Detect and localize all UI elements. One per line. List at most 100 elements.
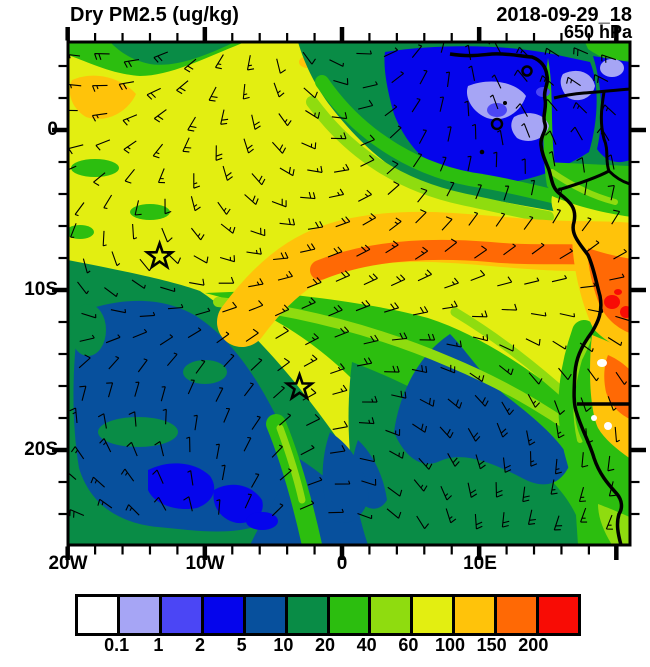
colorbar-label: 20: [314, 635, 336, 655]
wind-barb: [467, 155, 472, 172]
wind-barb: [601, 104, 616, 116]
wind-barb: [384, 365, 400, 373]
wind-barb: [528, 372, 543, 385]
colorbar-cell: [158, 597, 201, 633]
wind-barb: [497, 276, 513, 287]
colorbar-cell: [494, 597, 537, 633]
wind-barb: [162, 408, 167, 425]
wind-barb: [271, 198, 287, 208]
wind-barb: [467, 482, 478, 498]
wind-barb: [223, 407, 231, 423]
wind-barb: [82, 258, 91, 274]
wind-barb: [105, 334, 121, 344]
contour-steelblue-patch: [322, 432, 369, 523]
colorbar-label: 1: [153, 635, 164, 655]
colorbar-labels: 0.1 1 2 5 10 20 40 60 100 150 200: [0, 635, 650, 659]
wind-barb: [525, 338, 541, 346]
wind-barb: [587, 308, 604, 313]
country-border: [553, 87, 629, 100]
wind-barb: [503, 243, 516, 256]
y-tick-label-0: 0: [47, 119, 58, 140]
wind-barb: [444, 277, 459, 289]
wind-barb: [93, 172, 106, 186]
contour-yellowgreen-streak: [276, 424, 306, 504]
wind-barb: [159, 334, 174, 346]
wind-barb: [124, 168, 135, 184]
wind-barb: [495, 482, 503, 498]
wind-barb: [553, 515, 563, 531]
wind-barb: [559, 248, 573, 260]
wind-barb: [615, 315, 629, 322]
contour-steelblue-wedge: [394, 334, 571, 485]
wind-barb: [531, 312, 547, 317]
wind-barb: [601, 54, 617, 63]
wind-barb: [97, 413, 107, 429]
wind-barb: [244, 194, 259, 205]
island-outline: [521, 65, 533, 77]
wind-barb: [166, 352, 178, 367]
wind-barb: [605, 514, 613, 530]
wind-barb: [593, 74, 609, 83]
wind-barb: [305, 333, 319, 346]
wind-barb: [470, 269, 486, 282]
wind-barb: [90, 476, 105, 488]
wind-barb: [276, 58, 287, 74]
wind-barb: [300, 243, 316, 253]
wind-barb: [97, 498, 113, 509]
contour-white-speck: [604, 422, 612, 430]
wind-barb: [493, 151, 498, 168]
wind-barb: [607, 396, 617, 411]
wind-barb: [303, 354, 318, 367]
colorbar-cell: [242, 597, 285, 633]
wind-barb: [330, 445, 346, 454]
wind-barb: [419, 333, 436, 341]
wind-barb: [391, 390, 407, 399]
wind-barb: [242, 83, 250, 100]
wind-barb: [208, 86, 218, 102]
wind-barb: [154, 441, 165, 457]
wind-barb: [417, 187, 428, 203]
wind-barb: [183, 496, 193, 512]
wind-barb: [596, 127, 610, 141]
wind-barb: [186, 436, 191, 453]
wind-barb: [552, 340, 567, 350]
wind-barb: [299, 500, 315, 510]
wind-barb: [489, 94, 499, 110]
colorbar-cell: [368, 597, 411, 633]
wind-barb: [447, 126, 452, 142]
colorbar-cell: [200, 597, 243, 633]
wind-barb: [559, 313, 576, 318]
wind-barb: [355, 300, 371, 312]
wind-barbs: [69, 43, 629, 531]
wind-barb: [303, 87, 318, 99]
wind-barb: [491, 74, 502, 89]
wind-barb: [579, 342, 594, 353]
wind-barb: [279, 468, 292, 481]
wind-barb: [357, 512, 373, 520]
wind-barb: [412, 423, 428, 433]
wind-barb: [545, 130, 557, 145]
wind-barb: [608, 481, 616, 497]
wind-barb: [244, 493, 252, 509]
wind-barb: [531, 242, 545, 255]
wind-barb: [132, 223, 138, 240]
wind-barb: [190, 227, 205, 241]
wind-barb: [69, 509, 85, 518]
wind-barb: [468, 65, 476, 81]
colorbar-label: 200: [518, 635, 549, 655]
wind-barb: [273, 251, 289, 261]
wind-barb: [418, 129, 427, 144]
wind-barb: [134, 381, 140, 397]
wind-barb: [327, 246, 343, 258]
wind-barb: [277, 357, 290, 372]
wind-barb: [243, 138, 254, 154]
wind-barb: [580, 507, 588, 523]
station-markers: [143, 239, 316, 402]
wind-barb: [440, 364, 456, 374]
wind-barb: [465, 44, 472, 61]
colorbar-label: 40: [356, 635, 377, 655]
wind-barb: [613, 248, 627, 260]
wind-barb: [444, 238, 458, 253]
wind-barb: [328, 508, 344, 514]
wind-barb: [77, 281, 89, 295]
